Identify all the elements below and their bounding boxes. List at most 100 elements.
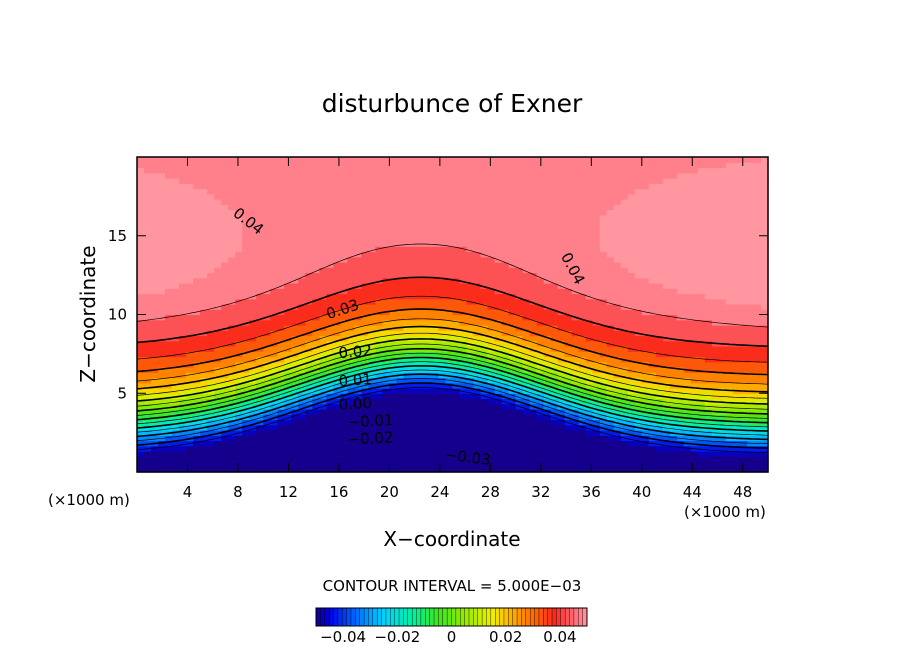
contour-cell: [529, 351, 538, 358]
contour-cell: [263, 367, 271, 373]
contour-cell: [522, 209, 531, 216]
contour-cell: [158, 209, 166, 216]
contour-cell: [228, 246, 236, 253]
contour-cell: [571, 319, 580, 326]
contour-cell: [564, 440, 573, 447]
contour-cell: [298, 456, 306, 463]
contour-cell: [732, 267, 741, 274]
contour-cell: [340, 262, 348, 268]
contour-cell: [354, 193, 362, 200]
contour-cell: [445, 340, 454, 347]
contour-cell: [606, 256, 615, 263]
contour-cell: [459, 235, 468, 242]
contour-cell: [263, 256, 271, 263]
contour-cell: [452, 461, 461, 468]
contour-cell: [410, 298, 419, 305]
contour-cell: [634, 361, 643, 368]
contour-cell: [242, 262, 250, 268]
contour-cell: [200, 298, 208, 305]
contour-cell: [662, 199, 671, 205]
contour-cell: [291, 199, 299, 205]
contour-cell: [151, 288, 159, 295]
contour-cell: [186, 283, 194, 289]
contour-cell: [165, 220, 173, 226]
contour-cell: [536, 409, 545, 415]
contour-cell: [333, 309, 341, 316]
contour-cell: [578, 204, 587, 211]
contour-cell: [340, 456, 348, 463]
contour-cell: [690, 304, 699, 310]
contour-cell: [613, 204, 622, 211]
contour-cell: [557, 283, 566, 289]
contour-cell: [452, 351, 461, 358]
contour-cell: [536, 451, 545, 457]
contour-cell: [480, 183, 489, 190]
contour-cell: [704, 451, 713, 457]
contour-cell: [214, 241, 222, 247]
contour-cell: [739, 277, 748, 284]
contour-cell: [543, 377, 552, 384]
contour-cell: [641, 430, 650, 436]
contour-cell: [683, 204, 692, 211]
contour-cell: [438, 414, 447, 421]
contour-cell: [487, 430, 496, 436]
contour-cell: [704, 456, 713, 463]
contour-cell: [319, 335, 327, 342]
contour-cell: [676, 346, 685, 352]
contour-cell: [480, 309, 489, 316]
contour-cell: [676, 367, 685, 373]
contour-cell: [172, 435, 180, 442]
contour-cell: [620, 188, 629, 195]
contour-cell: [536, 456, 545, 463]
contour-cell: [284, 251, 292, 258]
contour-cell: [690, 388, 699, 394]
contour-cell: [487, 204, 496, 211]
contour-cell: [550, 283, 559, 289]
contour-cell: [480, 445, 489, 452]
contour-cell: [368, 430, 376, 436]
contour-cell: [571, 283, 580, 289]
contour-cell: [445, 283, 454, 289]
contour-cell: [256, 440, 264, 447]
contour-cell: [326, 230, 334, 237]
contour-cell: [704, 445, 713, 452]
contour-cell: [151, 388, 159, 394]
contour-cell: [529, 346, 538, 352]
contour-cell: [697, 325, 706, 331]
contour-cell: [207, 461, 215, 468]
contour-cell: [669, 235, 678, 242]
contour-cell: [179, 340, 187, 347]
contour-cell: [711, 466, 720, 473]
contour-cell: [270, 393, 278, 400]
contour-cell: [669, 325, 678, 331]
contour-cell: [487, 445, 496, 452]
contour-cell: [207, 451, 215, 457]
contour-cell: [452, 283, 461, 289]
contour-cell: [305, 451, 313, 457]
contour-cell: [382, 451, 390, 457]
contour-cell: [725, 319, 734, 326]
contour-cell: [172, 298, 180, 305]
contour-cell: [564, 361, 573, 368]
contour-cell: [389, 309, 398, 316]
contour-cell: [172, 199, 180, 205]
contour-cell: [690, 267, 699, 274]
contour-cell: [263, 214, 271, 221]
contour-cell: [284, 199, 292, 205]
contour-cell: [760, 356, 769, 363]
contour-cell: [305, 393, 313, 400]
contour-cell: [340, 193, 348, 200]
contour-cell: [228, 435, 236, 442]
contour-cell: [172, 304, 180, 310]
contour-cell: [312, 424, 320, 431]
contour-cell: [676, 356, 685, 363]
contour-cell: [550, 461, 559, 468]
contour-cell: [249, 445, 257, 452]
contour-cell: [263, 193, 271, 200]
contour-cell: [697, 403, 706, 410]
contour-cell: [606, 246, 615, 253]
contour-cell: [662, 204, 671, 211]
contour-cell: [564, 183, 573, 190]
contour-cell: [263, 209, 271, 216]
contour-cell: [494, 414, 503, 421]
